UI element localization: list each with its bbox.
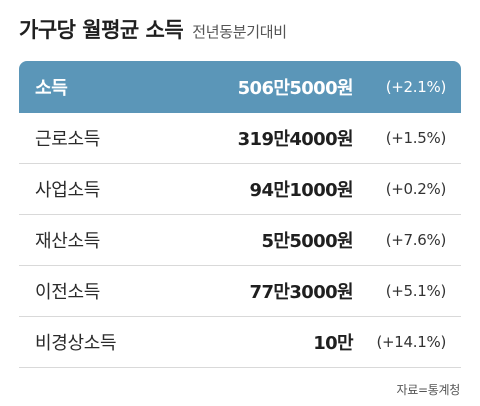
source-note: 자료=통계청 [396,383,461,397]
row-label: 이전소득 [35,282,101,303]
table-row: 사업소득 94만1000원 (+0.2%) [19,164,461,215]
chart-title: 가구당 월평균 소득 [19,18,184,42]
table-row: 재산소득 5만5000원 (+7.6%) [19,215,461,266]
row-amount: 10만 [313,333,353,354]
row-change: (+5.1%) [385,282,447,300]
chart-subtitle: 전년동분기대비 [192,23,287,41]
row-amount: 506만5000원 [237,78,354,99]
row-change: (+1.5%) [385,129,447,147]
row-change: (+0.2%) [385,180,447,198]
row-amount: 94만1000원 [249,180,354,201]
row-change: (+14.1%) [376,333,446,351]
row-amount: 319만4000원 [237,129,354,150]
table-row-total: 소득 506만5000원 (+2.1%) [19,61,461,113]
table-row: 근로소득 319만4000원 (+1.5%) [19,113,461,164]
table-row: 비경상소득 10만 (+14.1%) [19,317,461,368]
table-row: 이전소득 77만3000원 (+5.1%) [19,266,461,317]
row-change: (+7.6%) [385,231,447,249]
income-table: 소득 506만5000원 (+2.1%) 근로소득 319만4000원 (+1.… [19,61,461,368]
row-label: 소득 [35,78,68,99]
chart-title-row: 가구당 월평균 소득 전년동분기대비 [19,14,287,46]
row-amount: 77만3000원 [249,282,354,303]
row-label: 근로소득 [35,129,101,150]
row-change: (+2.1%) [385,78,447,96]
row-label: 비경상소득 [35,333,117,354]
row-amount: 5만5000원 [261,231,353,252]
row-label: 사업소득 [35,180,101,201]
row-label: 재산소득 [35,231,101,252]
